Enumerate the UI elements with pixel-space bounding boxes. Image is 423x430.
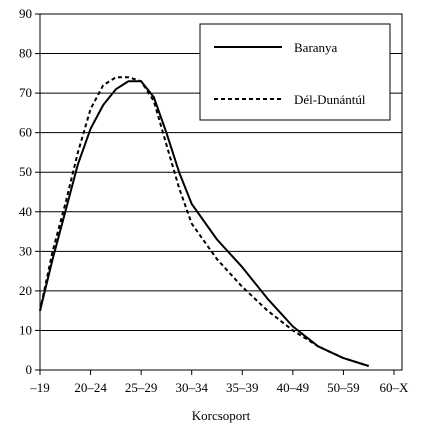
y-tick-label: 30 <box>19 243 32 258</box>
x-axis: –19 20–24 25–29 30–34 35–39 40–49 50–59 60–X <box>29 370 409 395</box>
series-lines <box>39 76 369 367</box>
legend-label-del-dunantul: Dél-Dunántúl <box>294 92 366 107</box>
legend: Baranya Dél-Dunántúl <box>199 23 391 121</box>
x-tick-label: 60–X <box>380 380 410 395</box>
x-tick-label: –19 <box>29 380 50 395</box>
y-tick-label: 20 <box>19 283 32 298</box>
x-tick-label: 35–39 <box>226 380 259 395</box>
y-axis: 0 10 20 30 40 50 60 70 80 90 <box>19 6 40 377</box>
x-tick-label: 50–59 <box>327 380 360 395</box>
legend-box <box>199 23 391 121</box>
y-tick-label: 90 <box>19 6 32 21</box>
x-tick-label: 40–49 <box>277 380 310 395</box>
legend-label-baranya: Baranya <box>294 40 338 55</box>
y-tick-label: 80 <box>19 46 32 61</box>
y-tick-label: 10 <box>19 322 32 337</box>
y-tick-label: 0 <box>26 362 33 377</box>
y-tick-label: 40 <box>19 204 32 219</box>
y-tick-label: 70 <box>19 85 32 100</box>
x-tick-label: 25–29 <box>125 380 158 395</box>
series-line-del-dunantul <box>39 76 369 367</box>
y-tick-label: 60 <box>19 125 32 140</box>
x-axis-title: Korcsoport <box>192 408 251 423</box>
x-tick-label: 30–34 <box>175 380 208 395</box>
x-tick-label: 20–24 <box>74 380 107 395</box>
series-line-baranya <box>39 80 369 367</box>
y-tick-label: 50 <box>19 164 32 179</box>
